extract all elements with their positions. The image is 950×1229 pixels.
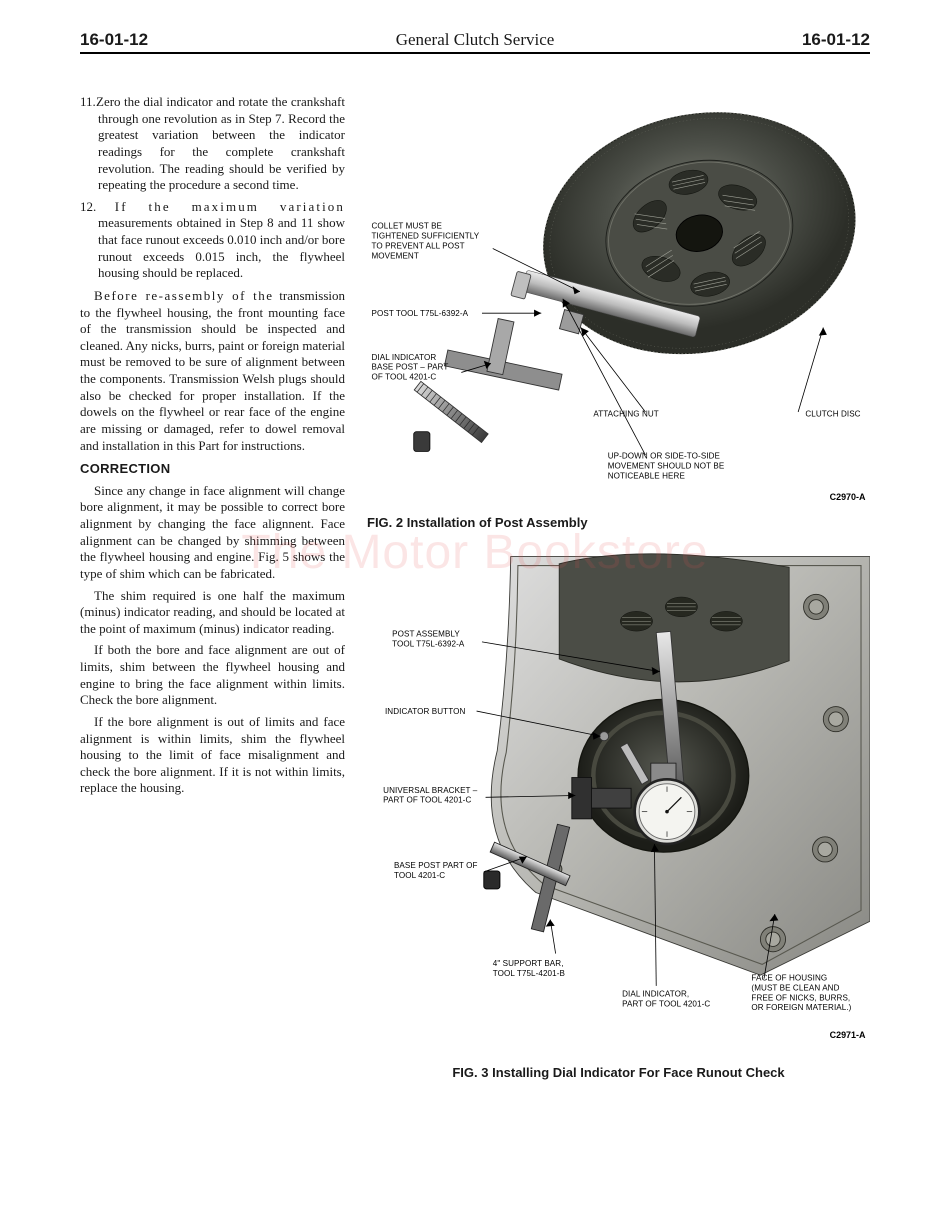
figure-2-caption: FIG. 2 Installation of Post Assembly <box>367 515 870 530</box>
page-header: 16-01-12 General Clutch Service 16-01-12 <box>80 30 870 54</box>
list-item: 11.Zero the dial indicator and rotate th… <box>80 94 345 194</box>
header-page-left: 16-01-12 <box>80 30 148 50</box>
callout-clutch-disc: CLUTCH DISC <box>805 409 860 418</box>
list-body: If the maximum variation measurements ob… <box>96 199 345 281</box>
figure-3-svg: POST ASSEMBLY TOOL T75L-6392-A INDICATOR… <box>367 544 870 1043</box>
callout-indicator-button: INDICATOR BUTTON <box>385 707 466 716</box>
list-body: Zero the dial indicator and rotate the c… <box>96 94 345 192</box>
callout-support-bar: 4" SUPPORT BAR, TOOL T75L-4201-B <box>493 959 566 978</box>
callout-dial-indicator: DIAL INDICATOR, PART OF TOOL 4201-C <box>622 990 710 1009</box>
callout-post-tool: POST TOOL T75L-6392-A <box>371 309 468 318</box>
body-paragraph: If both the bore and face alignment are … <box>80 642 345 709</box>
callout-face-housing: FACE OF HOUSING (MUST BE CLEAN AND FREE … <box>751 974 852 1013</box>
list-number: 12. <box>80 199 96 216</box>
callout-post-assembly: POST ASSEMBLY TOOL T75L-6392-A <box>392 630 465 649</box>
callout-attaching-nut: ATTACHING NUT <box>593 409 659 418</box>
figure-3: POST ASSEMBLY TOOL T75L-6392-A INDICATOR… <box>367 544 870 1043</box>
callout-dial-base: DIAL INDICATOR BASE POST – PART OF TOOL … <box>371 353 450 382</box>
figure-column: COLLET MUST BE TIGHTENED SUFFICIENTLY TO… <box>367 94 870 1094</box>
list-item: 12. If the maximum variation measurement… <box>80 199 345 282</box>
page: The Motor Bookstore 16-01-12 General Clu… <box>40 0 910 1134</box>
header-page-right: 16-01-12 <box>802 30 870 50</box>
callout-collet: COLLET MUST BE TIGHTENED SUFFICIENTLY TO… <box>371 222 481 261</box>
correction-heading: CORRECTION <box>80 461 345 478</box>
callout-base-post: BASE POST PART OF TOOL 4201-C <box>394 861 480 880</box>
figure-2: COLLET MUST BE TIGHTENED SUFFICIENTLY TO… <box>367 94 870 507</box>
body-paragraph: Since any change in face alignment will … <box>80 483 345 583</box>
body-paragraph: Before re-assembly of the transmission t… <box>80 288 345 454</box>
callout-movement: UP-DOWN OR SIDE-TO-SIDE MOVEMENT SHOULD … <box>608 452 727 481</box>
content-area: 11.Zero the dial indicator and rotate th… <box>80 94 870 1094</box>
list-number: 11. <box>80 94 96 111</box>
callout-universal-bracket: UNIVERSAL BRACKET – PART OF TOOL 4201-C <box>383 786 480 805</box>
figure-3-code: C2971-A <box>830 1030 866 1040</box>
figure-3-caption: FIG. 3 Installing Dial Indicator For Fac… <box>367 1065 870 1080</box>
body-paragraph: The shim required is one half the maximu… <box>80 588 345 638</box>
figure-2-svg: COLLET MUST BE TIGHTENED SUFFICIENTLY TO… <box>367 94 870 507</box>
figure-2-code: C2970-A <box>830 492 866 502</box>
procedure-list: 11.Zero the dial indicator and rotate th… <box>80 94 345 282</box>
text-column: 11.Zero the dial indicator and rotate th… <box>80 94 345 1094</box>
header-title: General Clutch Service <box>148 30 802 50</box>
body-paragraph: If the bore alignment is out of limits a… <box>80 714 345 797</box>
